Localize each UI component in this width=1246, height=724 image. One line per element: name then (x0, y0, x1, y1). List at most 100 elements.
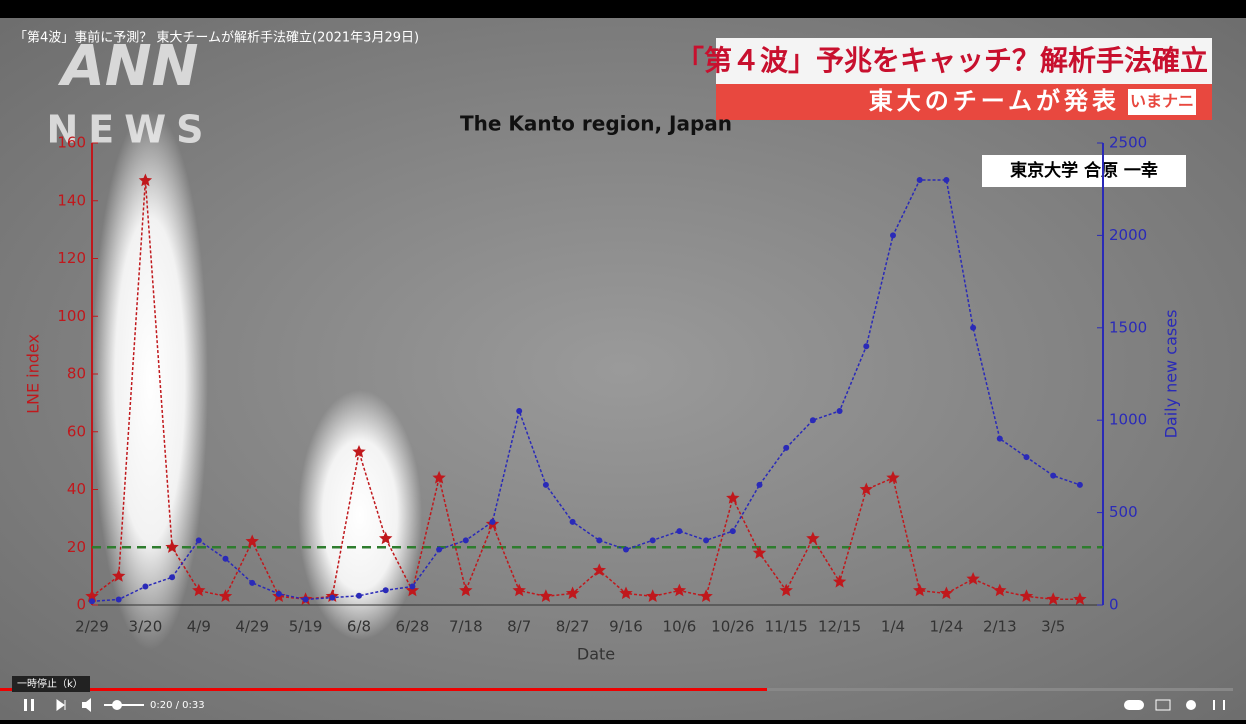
case-point (516, 407, 523, 414)
lne-point (913, 583, 927, 597)
y-tick-label: 120 (57, 249, 86, 267)
x-tick-label: 6/8 (347, 618, 371, 636)
lne-point (699, 589, 713, 602)
progress-played[interactable] (0, 688, 767, 691)
case-point (356, 592, 362, 599)
video-title: 「第4波」事前に予測？ 東大チームが解析手法確立(2021年3月29日) (14, 30, 419, 46)
case-point (943, 176, 950, 183)
lne-point (726, 491, 740, 504)
y-tick-label: 40 (67, 480, 86, 498)
series-line (91, 180, 1080, 600)
case-point (1050, 472, 1057, 479)
series-line (91, 179, 1081, 603)
case-point (809, 417, 816, 424)
lne-point (592, 563, 606, 576)
autoplay-toggle[interactable] (1124, 700, 1144, 710)
next-button[interactable] (56, 699, 66, 711)
time: 0:20 / 0:33 (150, 700, 205, 711)
fullscreen-button[interactable] (1213, 700, 1225, 710)
y2-axis-label: Daily new cases (1162, 310, 1181, 439)
case-point (890, 232, 896, 239)
lne-point (565, 586, 580, 600)
banner-subline: 東大のチームが発表 (869, 87, 1120, 115)
lne-point (832, 574, 847, 588)
lne-point (672, 583, 687, 597)
case-point (970, 324, 977, 331)
tag-box (1128, 89, 1196, 115)
case-point (703, 537, 710, 544)
y2-tick-label: 1500 (1109, 318, 1147, 336)
y2-tick-label: 500 (1109, 503, 1138, 521)
tooltip: 一時停止（k） (17, 677, 83, 690)
case-point (1076, 481, 1083, 488)
banner (716, 38, 1212, 84)
lne-point (112, 569, 126, 582)
y-tick-label: 0 (76, 596, 86, 614)
x-tick-label: 3/20 (129, 618, 163, 636)
highlight (92, 110, 208, 650)
x-tick-label: 12/15 (818, 618, 861, 636)
pause-button[interactable] (31, 699, 34, 711)
case-point (436, 546, 443, 553)
case-point (222, 555, 229, 562)
lne-point (245, 534, 259, 548)
lne-point (85, 589, 99, 602)
y-tick-label: 100 (57, 307, 86, 325)
speaker: 東京大学 合原 一幸 (1010, 160, 1158, 181)
volume-knob[interactable] (112, 700, 122, 710)
case-point (275, 590, 282, 597)
case-point (382, 587, 389, 594)
x-tick-label: 11/15 (765, 618, 808, 636)
case-point (195, 537, 202, 544)
x-tick-label: 2/13 (983, 618, 1017, 636)
x-axis-label: Date (577, 645, 615, 664)
lne-point (1046, 592, 1060, 605)
x-tick-label: 4/9 (187, 618, 211, 636)
case-point (916, 176, 923, 183)
chart: The Kanto region, Japan Date LNE index Dail… (24, 110, 1181, 664)
lne-point (1073, 592, 1087, 605)
x-tick-label: 8/27 (556, 618, 590, 636)
lne-point (459, 583, 473, 597)
x-tick-label: 10/6 (663, 618, 697, 636)
x-tick-label: 7/18 (449, 618, 483, 636)
case-point (462, 537, 469, 544)
logo: ANN (57, 34, 198, 99)
case-point (569, 518, 576, 525)
y-axis-label: LNE index (24, 334, 43, 414)
lne-point (512, 583, 526, 597)
lne-point (859, 482, 873, 496)
lne-point (432, 470, 446, 484)
x-tick-label: 3/5 (1041, 618, 1065, 636)
x-tick-label: 1/4 (881, 618, 905, 636)
x-tick-label: 4/29 (235, 618, 269, 636)
case-point (249, 579, 256, 586)
case-point (676, 528, 683, 535)
highlight (298, 390, 422, 640)
settings-button[interactable] (1186, 700, 1196, 710)
volume-slider[interactable] (104, 704, 144, 706)
case-point (836, 407, 843, 414)
case-point (729, 528, 736, 535)
lne-point (539, 589, 553, 602)
case-point (649, 537, 656, 544)
y2-tick-label: 1000 (1109, 411, 1147, 429)
lne-point (192, 583, 206, 597)
pause-button[interactable] (24, 699, 27, 711)
volume-button[interactable] (82, 698, 91, 712)
lne-point (619, 586, 633, 600)
y2-tick-label: 0 (1109, 596, 1119, 614)
y-tick-label: 160 (57, 134, 86, 152)
y-tick-label: 140 (57, 191, 86, 209)
captions-button[interactable] (1155, 699, 1171, 711)
case-point (302, 596, 309, 603)
y-tick-label: 60 (67, 422, 86, 440)
x-tick-label: 5/19 (289, 618, 323, 636)
case-point (542, 481, 549, 488)
banner-tag: いまナニ (1130, 92, 1194, 111)
speaker-box (982, 155, 1186, 187)
chart-title: The Kanto region, Japan (460, 112, 732, 136)
lne-point (939, 586, 954, 600)
x-tick-label: 6/28 (396, 618, 430, 636)
